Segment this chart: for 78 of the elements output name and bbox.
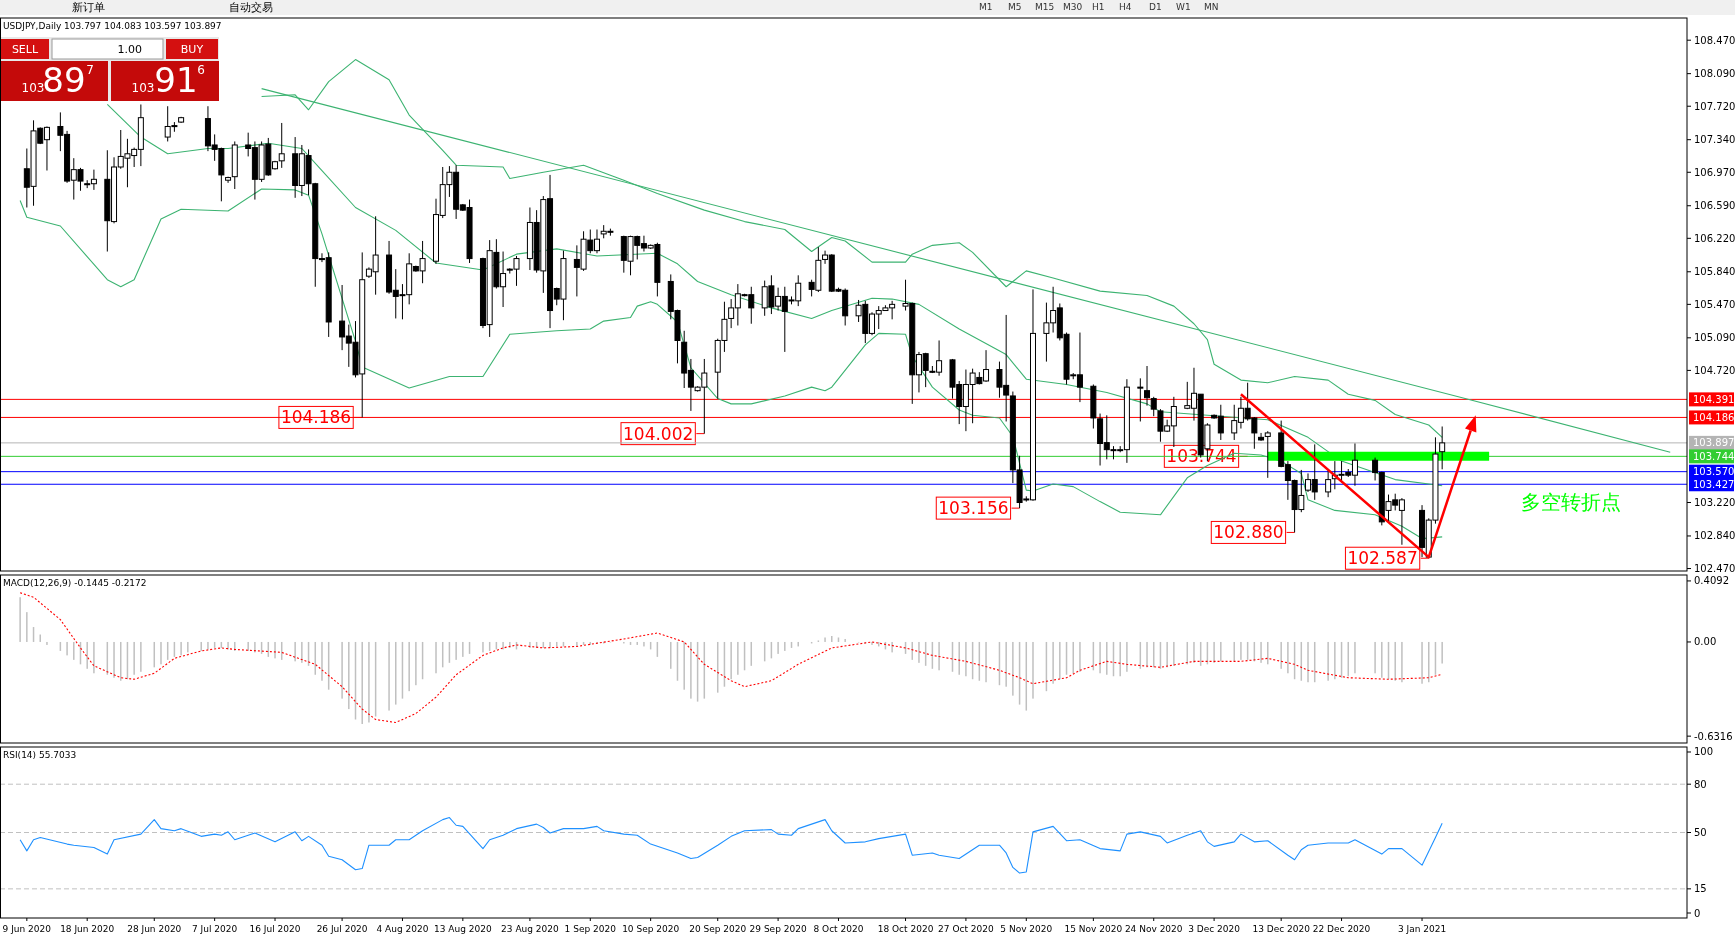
text: 自动交易 <box>229 0 273 14</box>
x-tick-label: 10 Sep 2020 <box>622 924 680 934</box>
y-tick-label: 106.970 <box>1694 166 1735 178</box>
x-tick-label: 3 Jan 2021 <box>1397 924 1447 934</box>
annotation: 6 <box>197 63 205 77</box>
text: W1 <box>1176 2 1191 12</box>
text: D1 <box>1149 2 1162 12</box>
annotation: 103 <box>21 81 45 95</box>
y-tick-label: 105.840 <box>1694 266 1735 278</box>
x-tick-label: 24 Nov 2020 <box>1124 924 1183 934</box>
y-tick-label: 102.470 <box>1694 563 1735 575</box>
text: M30 <box>1063 2 1083 12</box>
x-tick-label: 22 Dec 2020 <box>1312 924 1371 934</box>
text: 新订单 <box>72 0 105 14</box>
y-tick-label: 108.090 <box>1694 68 1735 80</box>
x-tick-label: 20 Sep 2020 <box>689 924 747 934</box>
x-tick-label: 3 Dec 2020 <box>1188 924 1241 934</box>
text: M15 <box>1035 2 1055 12</box>
x-tick-label: 15 Nov 2020 <box>1064 924 1123 934</box>
y-tick-label: 106.220 <box>1694 232 1735 244</box>
x-tick-label: 9 Jun 2020 <box>2 924 52 934</box>
x-tick-label: 18 Oct 2020 <box>877 924 934 934</box>
y-tick-label: 0.4092 <box>1694 575 1729 587</box>
y-tick-label: 50 <box>1694 827 1707 838</box>
y-tick-label: 104.720 <box>1694 364 1735 376</box>
text: H4 <box>1119 2 1132 12</box>
y-tick-label: 105.470 <box>1694 298 1735 310</box>
x-tick-label: 27 Oct 2020 <box>938 924 995 934</box>
x-tick-label: 5 Nov 2020 <box>1000 924 1053 934</box>
annotation: 7 <box>86 63 94 77</box>
y-tick-label: 102.840 <box>1694 530 1735 542</box>
x-tick-label: 29 Sep 2020 <box>749 924 807 934</box>
x-tick-label: 26 Jul 2020 <box>316 924 368 934</box>
x-tick-label: 8 Oct 2020 <box>813 924 864 934</box>
y-tick-label: 105.090 <box>1694 332 1735 344</box>
ref-line-label: 103.744 <box>1693 450 1735 462</box>
ref-line-label: 104.391 <box>1693 393 1735 405</box>
annotation: 104.002 <box>623 423 694 444</box>
y-tick-label: 107.720 <box>1694 100 1735 112</box>
y-tick-label: 107.340 <box>1694 134 1735 146</box>
ref-line-label: 103.897 <box>1693 437 1735 449</box>
y-tick-label: 100 <box>1694 746 1714 758</box>
x-tick-label: 13 Aug 2020 <box>434 924 492 934</box>
ref-line-label: 104.186 <box>1693 411 1735 423</box>
text: H1 <box>1092 2 1105 12</box>
annotation: 102.587 <box>1347 548 1418 569</box>
annotation: SELL <box>11 42 39 56</box>
y-tick-label: 108.470 <box>1694 34 1735 46</box>
annotation: 103.156 <box>938 498 1009 519</box>
x-tick-label: 28 Jun 2020 <box>127 924 182 934</box>
annotation: 102.880 <box>1213 522 1284 543</box>
y-tick-label: -0.6316 <box>1694 730 1733 742</box>
y-tick-label: 0 <box>1694 907 1701 919</box>
ref-line-label: 103.427 <box>1693 478 1735 490</box>
chart-title: MACD(12,26,9) -0.1445 -0.2172 <box>3 578 147 588</box>
x-tick-label: 18 Jun 2020 <box>60 924 115 934</box>
text: M1 <box>979 2 993 12</box>
text: MN <box>1204 2 1219 12</box>
chart-title: USDJPY,Daily 103.797 104.083 103.597 103.897 <box>3 21 222 31</box>
annotation: 多空转折点 <box>1521 490 1621 514</box>
annotation: BUY <box>180 42 204 56</box>
x-tick-label: 23 Aug 2020 <box>501 924 560 934</box>
chart-title: RSI(14) 55.7033 <box>3 750 77 760</box>
y-tick-label: 80 <box>1694 778 1707 790</box>
annotation: 103 <box>131 81 155 95</box>
ref-line-label: 103.570 <box>1693 466 1735 478</box>
y-tick-label: 103.220 <box>1694 496 1735 508</box>
annotation: 1.00 <box>117 42 142 56</box>
y-tick-label: 15 <box>1694 883 1707 895</box>
annotation: 91 <box>154 60 198 100</box>
x-tick-label: 7 Jul 2020 <box>192 924 238 934</box>
x-tick-label: 16 Jul 2020 <box>249 924 301 934</box>
y-tick-label: 106.590 <box>1694 200 1735 212</box>
text: M5 <box>1008 2 1022 12</box>
x-tick-label: 4 Aug 2020 <box>376 924 429 934</box>
x-tick-label: 1 Sep 2020 <box>564 924 617 934</box>
x-tick-label: 13 Dec 2020 <box>1252 924 1311 934</box>
y-tick-label: 0.00 <box>1694 636 1717 648</box>
